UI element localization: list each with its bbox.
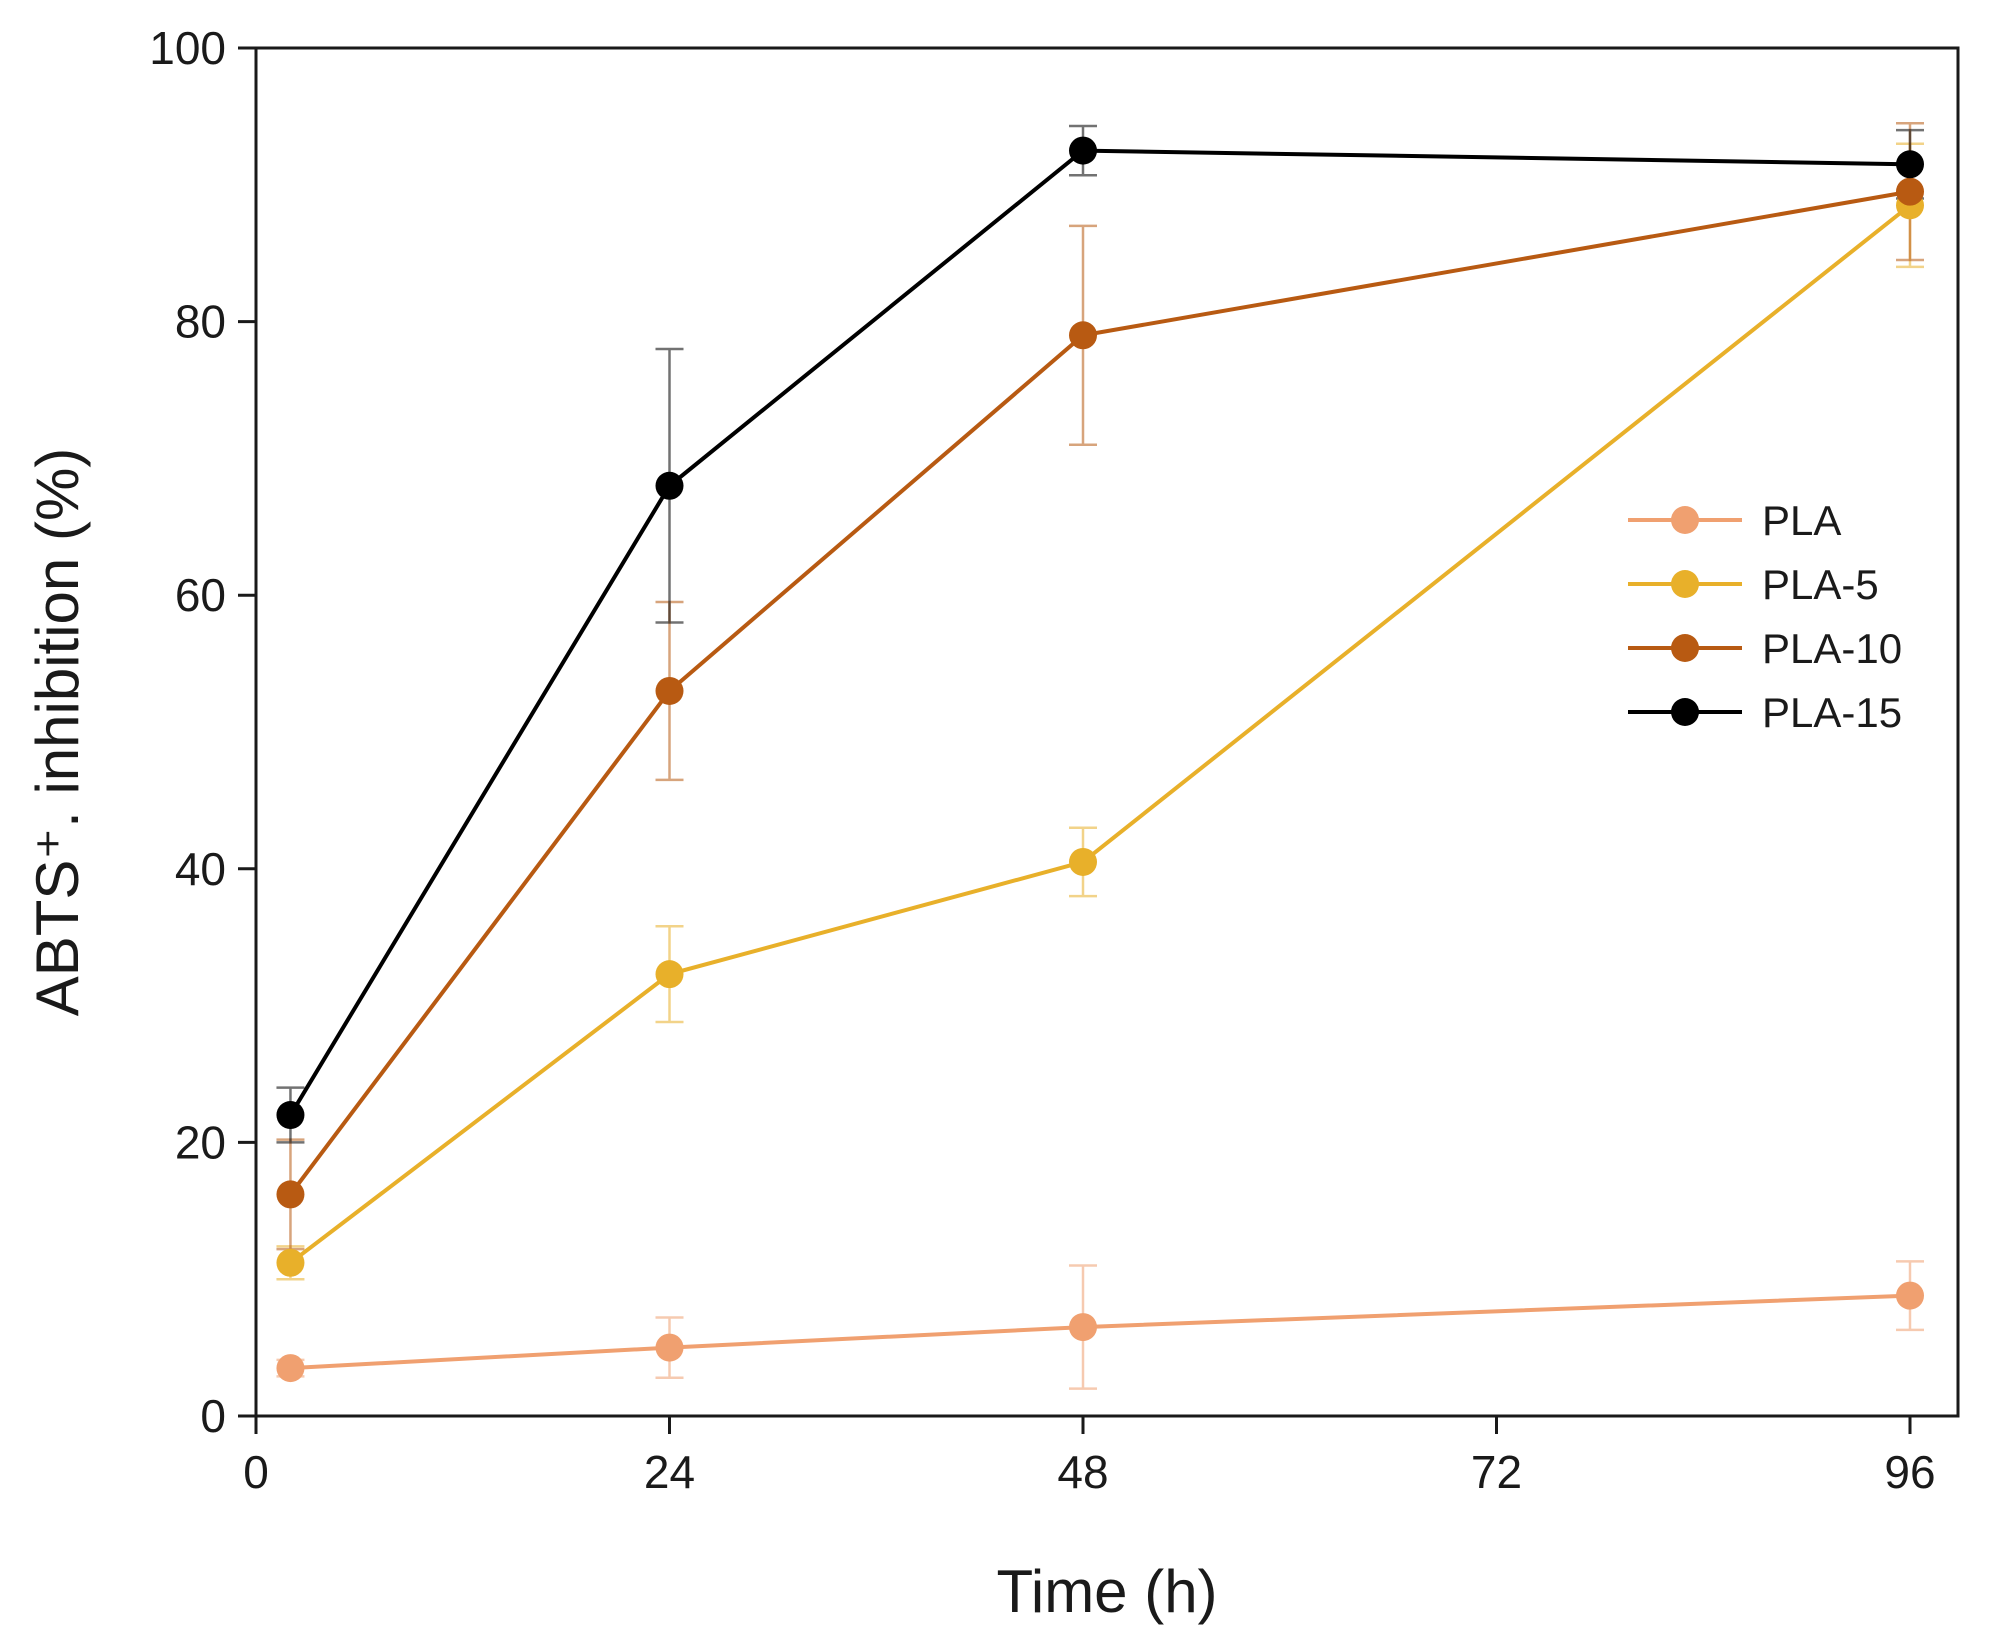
y-tick-label: 80 xyxy=(175,296,226,348)
data-point-pla-5 xyxy=(276,1248,305,1277)
series-points xyxy=(276,136,1924,1383)
legend-swatch-marker xyxy=(1671,634,1699,662)
legend-swatch-marker xyxy=(1671,506,1699,534)
data-point-pla-15 xyxy=(1069,136,1097,165)
series-line-pla-10 xyxy=(288,189,1911,1196)
legend-swatch-marker xyxy=(1671,698,1699,726)
x-tick-label: 0 xyxy=(243,1446,269,1498)
legend-label: PLA-10 xyxy=(1762,625,1902,672)
data-point-pla xyxy=(1896,1281,1924,1310)
plot-frame xyxy=(254,46,1960,1418)
data-point-pla xyxy=(276,1354,305,1383)
series-line-pla-5 xyxy=(289,203,1912,1265)
series-line-pla xyxy=(290,1293,1911,1371)
data-point-pla-15 xyxy=(276,1101,305,1130)
series-line-pla-15 xyxy=(288,148,1911,1117)
data-point-pla xyxy=(1069,1313,1097,1342)
axes: 0 24 48 72 96 0 20 40 60 80 100 xyxy=(149,22,1960,1498)
data-point-pla-10 xyxy=(276,1180,305,1209)
data-point-pla xyxy=(655,1333,684,1362)
x-axis-title: Time (h) xyxy=(996,1558,1217,1625)
legend: PLA PLA-5 PLA-10 PLA-15 xyxy=(1628,497,1902,736)
data-point-pla-10 xyxy=(655,676,684,705)
y-tick-label: 20 xyxy=(175,1116,226,1168)
series-lines xyxy=(288,148,1912,1371)
y-tick-label: 60 xyxy=(175,569,226,621)
x-tick-label: 48 xyxy=(1057,1446,1108,1498)
y-tick-label: 0 xyxy=(200,1390,226,1442)
data-point-pla-10 xyxy=(1069,321,1097,350)
y-tick-label: 40 xyxy=(175,843,226,895)
data-point-pla-10 xyxy=(1896,177,1924,206)
legend-label: PLA-5 xyxy=(1762,561,1879,608)
legend-label: PLA-15 xyxy=(1762,689,1902,736)
error-bars xyxy=(276,121,1924,1390)
y-tick-label: 100 xyxy=(149,22,226,74)
x-tick-label: 72 xyxy=(1471,1446,1522,1498)
y-axis-title: ABTS⁺. inhibition (%) xyxy=(24,448,91,1017)
x-tick-label: 24 xyxy=(644,1446,695,1498)
data-point-pla-15 xyxy=(1896,150,1924,179)
data-point-pla-5 xyxy=(655,960,684,989)
legend-swatch-marker xyxy=(1671,570,1699,598)
x-tick-label: 96 xyxy=(1884,1446,1935,1498)
data-point-pla-5 xyxy=(1069,847,1097,876)
legend-label: PLA xyxy=(1762,497,1841,544)
data-point-pla-15 xyxy=(655,471,684,500)
